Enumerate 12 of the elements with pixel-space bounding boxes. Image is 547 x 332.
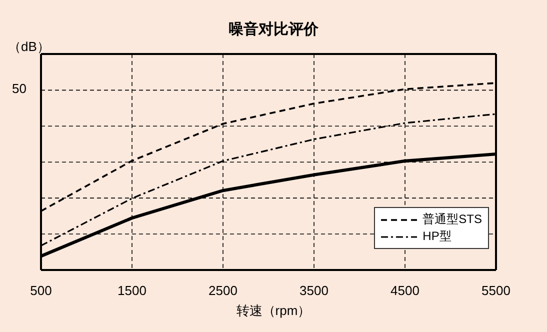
x-tick-label: 500 [30,283,52,298]
x-axis-title: 转速（rpm） [235,302,312,320]
x-tick-label: 4500 [390,283,420,298]
legend-label: HP型 [422,228,452,245]
chart-title: 噪音对比评价 [228,20,320,39]
text: 50 [12,81,26,96]
x-tick-label: 1500 [118,283,146,298]
y-axis-title: （dB） [8,38,50,56]
legend-label: 普通型STS [422,211,482,228]
x-tick-label: 2500 [208,283,238,298]
x-tick-label: 3500 [300,283,328,298]
x-tick-label: 5500 [482,283,510,298]
